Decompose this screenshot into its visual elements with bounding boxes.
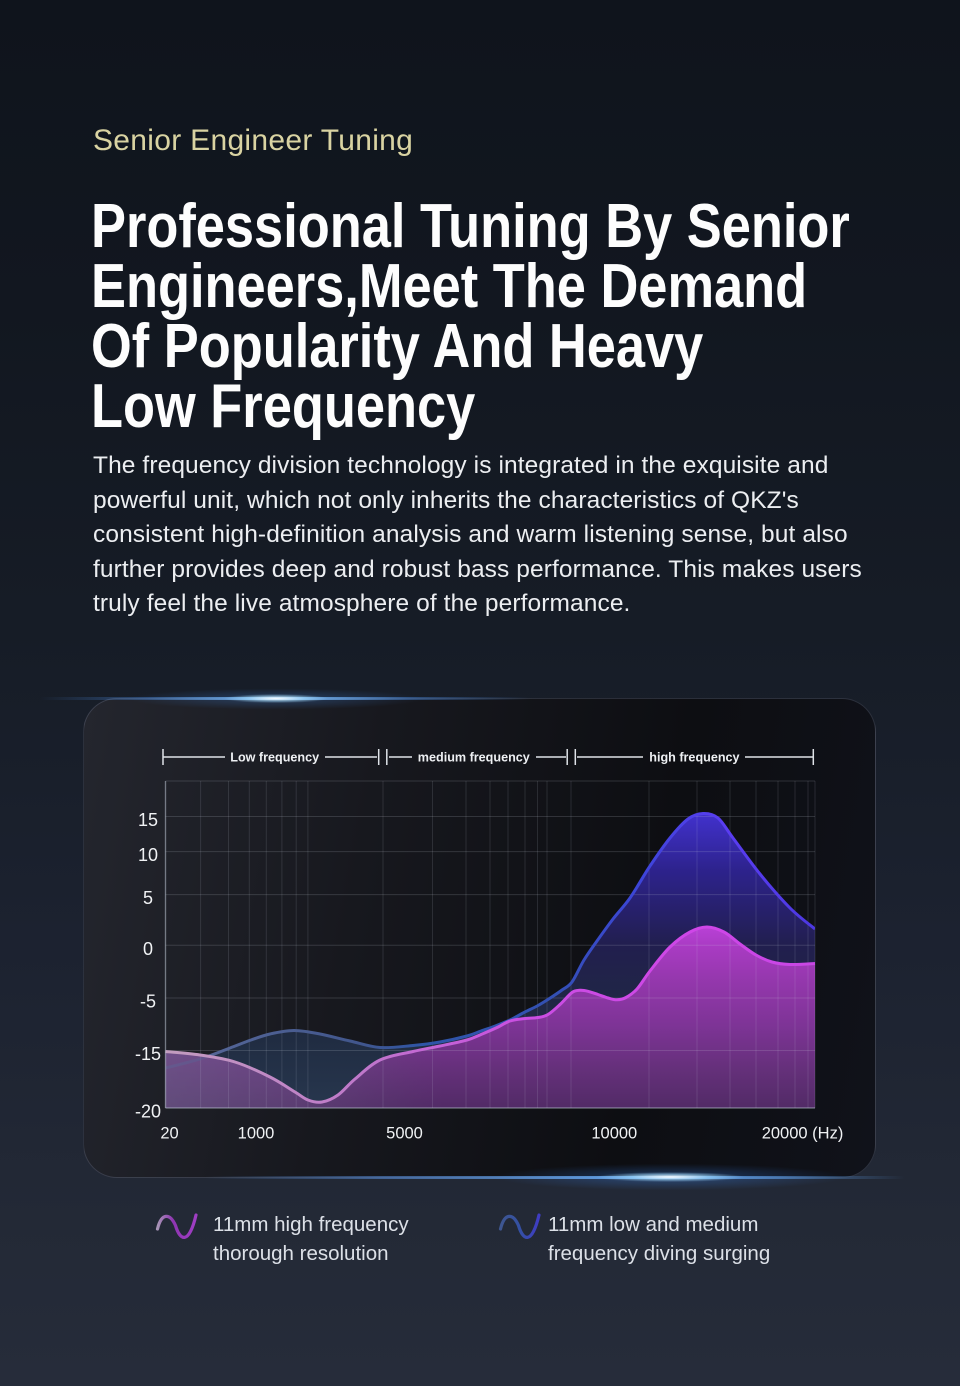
svg-text:5: 5 xyxy=(143,888,153,908)
svg-text:-5: -5 xyxy=(140,992,156,1012)
svg-text:0: 0 xyxy=(143,939,153,959)
svg-text:medium frequency: medium frequency xyxy=(418,751,530,765)
svg-text:high frequency: high frequency xyxy=(649,751,739,765)
svg-text:10: 10 xyxy=(138,845,158,865)
svg-text:Low frequency: Low frequency xyxy=(230,751,319,765)
svg-text:20000 (Hz): 20000 (Hz) xyxy=(762,1125,844,1143)
svg-text:15: 15 xyxy=(138,810,158,830)
svg-text:-15: -15 xyxy=(135,1044,161,1064)
svg-text:20: 20 xyxy=(160,1125,178,1143)
svg-text:1000: 1000 xyxy=(238,1125,275,1143)
svg-text:10000: 10000 xyxy=(591,1125,637,1143)
svg-text:5000: 5000 xyxy=(386,1125,423,1143)
svg-text:-20: -20 xyxy=(135,1102,161,1122)
